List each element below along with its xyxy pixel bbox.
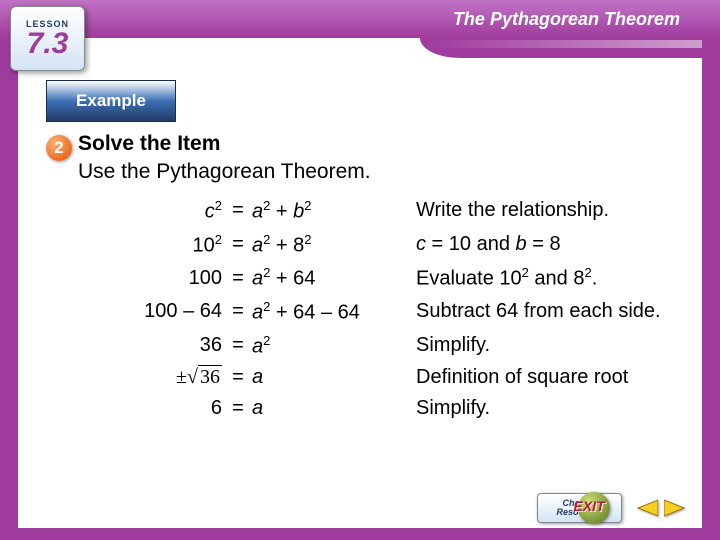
work-rhs: a2 + 64 – 64 [248,299,408,325]
work-row: 102=a2 + 82c = 10 and b = 8 [78,232,670,258]
prev-button[interactable] [632,496,660,520]
work-explain: Subtract 64 from each side. [408,300,670,323]
work-equals: = [228,366,248,389]
next-button[interactable] [662,496,690,520]
footer-right: Chapter Resources [537,493,690,523]
work-equals: = [228,199,248,222]
step-number-badge: 2 [46,135,72,161]
content-heading: Solve the Item [78,132,670,156]
arrow-left-icon [634,498,658,518]
work-rhs: a2 + 64 [248,265,408,291]
work-explain: Definition of square root [408,366,670,389]
work-explain: c = 10 and b = 8 [408,233,670,256]
work-equals: = [228,334,248,357]
work-steps: c2=a2 + b2Write the relationship.102=a2 … [78,198,670,420]
content-subheading: Use the Pythagorean Theorem. [78,160,670,184]
arrow-right-icon [664,498,688,518]
lesson-badge: LESSON 7.3 [10,6,85,71]
work-explain: Simplify. [408,334,670,357]
work-lhs: 100 – 64 [78,300,228,323]
work-rhs: a2 + 82 [248,232,408,258]
content-area: Solve the Item Use the Pythagorean Theor… [78,132,670,428]
exit-button[interactable]: EXIT [578,492,610,524]
footer: EXIT Chapter Resources [0,488,720,528]
header-bar: The Pythagorean Theorem [0,0,720,38]
example-tab: Example [46,80,176,122]
work-rhs: a [248,366,408,389]
exit-label: EXIT [574,498,605,514]
work-rhs: a2 [248,333,408,359]
work-lhs: c2 [78,198,228,224]
header-shine [422,40,702,48]
work-equals: = [228,267,248,290]
work-rhs: a [248,397,408,420]
work-row: 6=aSimplify. [78,397,670,420]
work-lhs: 100 [78,267,228,290]
work-lhs: 36 [78,334,228,357]
work-equals: = [228,397,248,420]
work-rhs: a2 + b2 [248,198,408,224]
work-lhs: 102 [78,232,228,258]
lesson-number: 7.3 [27,29,69,59]
work-lhs: 6 [78,397,228,420]
work-explain: Evaluate 102 and 82. [408,265,670,291]
work-row: 36=a2Simplify. [78,333,670,359]
work-row: 100=a2 + 64Evaluate 102 and 82. [78,265,670,291]
work-equals: = [228,300,248,323]
work-lhs: ±√36 [78,366,228,389]
nav-arrows [632,496,690,520]
work-row: 100 – 64=a2 + 64 – 64Subtract 64 from ea… [78,299,670,325]
work-row: ±√36=aDefinition of square root [78,366,670,389]
work-explain: Write the relationship. [408,199,670,222]
work-equals: = [228,233,248,256]
header-title: The Pythagorean Theorem [453,9,680,30]
work-explain: Simplify. [408,397,670,420]
work-row: c2=a2 + b2Write the relationship. [78,198,670,224]
